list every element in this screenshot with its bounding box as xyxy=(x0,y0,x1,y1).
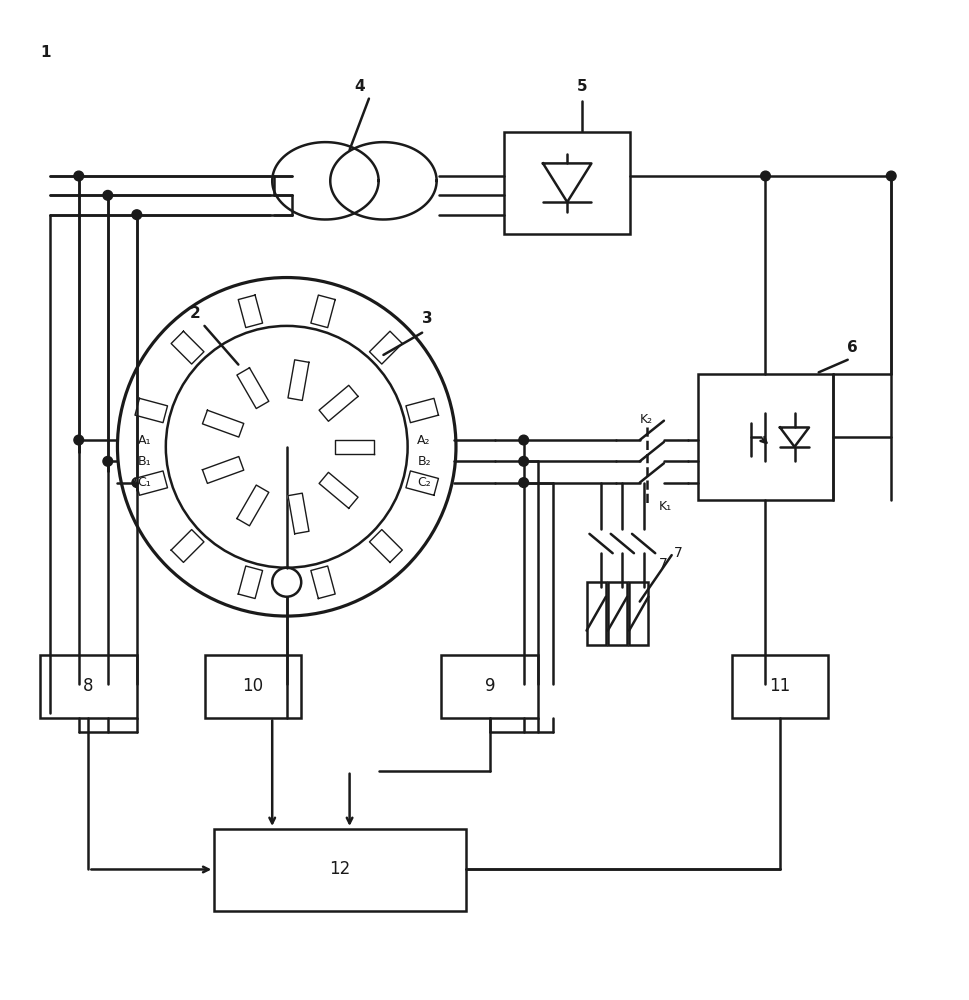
Polygon shape xyxy=(405,398,438,423)
Circle shape xyxy=(760,171,769,181)
Polygon shape xyxy=(288,493,309,534)
Text: C₁: C₁ xyxy=(138,476,151,489)
Circle shape xyxy=(103,190,112,200)
Text: A₂: A₂ xyxy=(417,434,430,447)
Text: 5: 5 xyxy=(576,79,586,94)
Bar xyxy=(204,655,301,718)
Text: 10: 10 xyxy=(242,677,264,695)
Circle shape xyxy=(132,478,141,487)
Bar xyxy=(629,582,648,645)
Polygon shape xyxy=(135,398,168,423)
Polygon shape xyxy=(334,440,373,454)
Polygon shape xyxy=(236,485,268,526)
Polygon shape xyxy=(319,472,358,508)
Polygon shape xyxy=(238,566,263,599)
Text: 11: 11 xyxy=(768,677,790,695)
Polygon shape xyxy=(288,360,309,400)
Bar xyxy=(608,582,627,645)
Text: B₂: B₂ xyxy=(417,455,430,468)
Bar xyxy=(504,132,630,234)
Bar xyxy=(731,655,828,718)
Circle shape xyxy=(74,171,83,181)
Polygon shape xyxy=(405,471,438,495)
Circle shape xyxy=(518,456,528,466)
Text: 4: 4 xyxy=(354,79,364,94)
Polygon shape xyxy=(369,530,402,562)
Circle shape xyxy=(886,171,895,181)
Bar xyxy=(586,582,606,645)
Text: 9: 9 xyxy=(484,677,494,695)
Text: 2: 2 xyxy=(189,306,200,321)
Text: 7: 7 xyxy=(658,557,668,571)
Text: A₁: A₁ xyxy=(138,434,151,447)
Circle shape xyxy=(518,478,528,487)
Polygon shape xyxy=(310,295,335,328)
Polygon shape xyxy=(369,331,402,364)
Text: 8: 8 xyxy=(83,677,94,695)
Bar xyxy=(40,655,137,718)
Polygon shape xyxy=(171,530,203,562)
Text: 6: 6 xyxy=(846,340,857,355)
Circle shape xyxy=(132,210,141,220)
Text: 7: 7 xyxy=(672,546,681,560)
Bar xyxy=(697,374,832,500)
Bar xyxy=(441,655,538,718)
Polygon shape xyxy=(310,566,335,599)
Polygon shape xyxy=(238,295,263,328)
Text: K₁: K₁ xyxy=(658,500,672,513)
Polygon shape xyxy=(203,410,243,437)
Polygon shape xyxy=(236,368,268,409)
Polygon shape xyxy=(203,457,243,483)
Circle shape xyxy=(74,435,83,445)
Text: 1: 1 xyxy=(40,45,50,60)
Polygon shape xyxy=(319,385,358,421)
Text: C₂: C₂ xyxy=(417,476,430,489)
Circle shape xyxy=(103,456,112,466)
Bar xyxy=(214,829,465,911)
Text: K₂: K₂ xyxy=(640,413,652,426)
Text: 12: 12 xyxy=(328,860,350,878)
Polygon shape xyxy=(135,471,168,495)
Polygon shape xyxy=(171,331,203,364)
Circle shape xyxy=(518,435,528,445)
Text: B₁: B₁ xyxy=(138,455,151,468)
Text: 3: 3 xyxy=(422,311,432,326)
